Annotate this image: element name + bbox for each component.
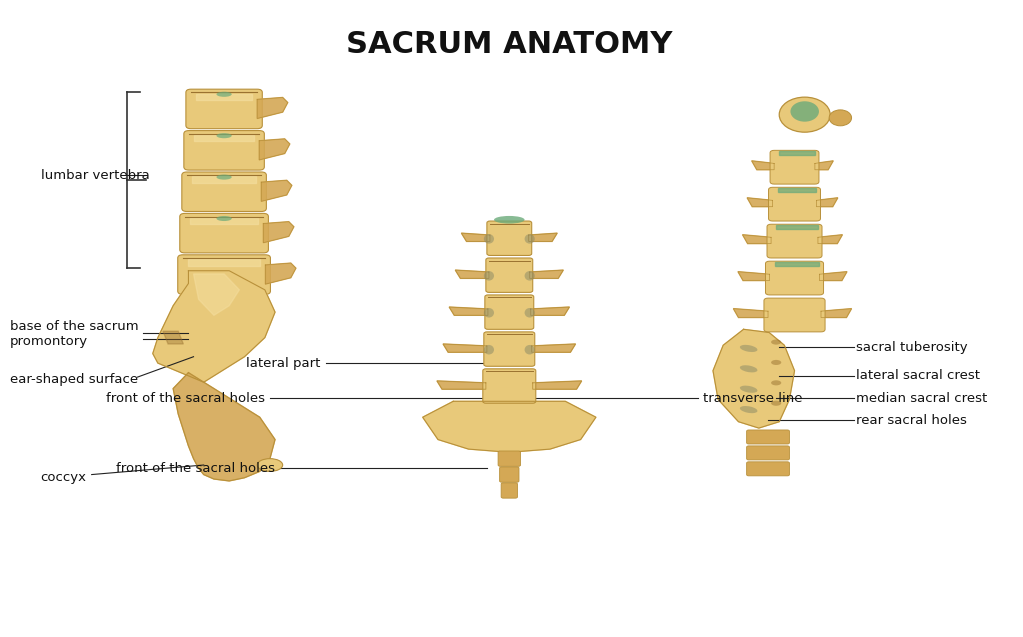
Polygon shape [821, 309, 851, 318]
Polygon shape [776, 225, 818, 229]
Ellipse shape [525, 234, 535, 244]
FancyBboxPatch shape [186, 89, 262, 129]
FancyBboxPatch shape [486, 258, 533, 292]
FancyBboxPatch shape [180, 213, 268, 253]
Ellipse shape [217, 133, 232, 138]
FancyBboxPatch shape [768, 187, 820, 221]
Ellipse shape [740, 406, 757, 413]
Polygon shape [461, 233, 490, 241]
Polygon shape [533, 381, 582, 389]
FancyBboxPatch shape [485, 295, 534, 329]
FancyBboxPatch shape [767, 224, 822, 258]
Polygon shape [532, 344, 576, 352]
FancyBboxPatch shape [178, 255, 270, 294]
Polygon shape [173, 373, 275, 481]
Text: coccyx: coccyx [41, 471, 87, 484]
Polygon shape [152, 271, 275, 382]
Ellipse shape [791, 101, 819, 122]
Ellipse shape [740, 365, 757, 373]
Polygon shape [752, 161, 774, 169]
Ellipse shape [771, 340, 782, 345]
Polygon shape [531, 307, 570, 315]
Ellipse shape [830, 110, 851, 126]
Ellipse shape [525, 345, 535, 354]
Polygon shape [733, 309, 768, 318]
Ellipse shape [484, 234, 494, 244]
FancyBboxPatch shape [483, 369, 536, 403]
Ellipse shape [217, 175, 232, 180]
Polygon shape [443, 344, 487, 352]
Ellipse shape [740, 385, 757, 393]
Polygon shape [819, 272, 847, 281]
FancyBboxPatch shape [182, 172, 266, 211]
Text: lateral part: lateral part [247, 357, 321, 369]
Polygon shape [738, 272, 769, 281]
Ellipse shape [257, 459, 282, 471]
Ellipse shape [217, 92, 232, 97]
Polygon shape [455, 270, 489, 278]
Ellipse shape [484, 308, 494, 318]
Ellipse shape [771, 401, 782, 406]
Text: lumbar vertebra: lumbar vertebra [41, 169, 149, 182]
Ellipse shape [494, 216, 525, 224]
Polygon shape [265, 263, 296, 284]
Ellipse shape [780, 97, 830, 132]
FancyBboxPatch shape [484, 332, 535, 366]
Polygon shape [780, 151, 815, 155]
Ellipse shape [217, 216, 232, 221]
Text: rear sacral holes: rear sacral holes [855, 414, 967, 427]
Polygon shape [777, 188, 816, 192]
Polygon shape [743, 235, 771, 244]
Polygon shape [818, 235, 842, 244]
Text: SACRUM ANATOMY: SACRUM ANATOMY [346, 30, 672, 59]
Polygon shape [163, 331, 183, 344]
Polygon shape [815, 161, 833, 169]
Polygon shape [422, 401, 595, 452]
Polygon shape [257, 97, 287, 118]
Polygon shape [747, 197, 772, 206]
FancyBboxPatch shape [501, 483, 518, 498]
Polygon shape [437, 381, 486, 389]
Text: front of the sacral holes: front of the sacral holes [105, 392, 265, 404]
Text: ear-shaped surface: ear-shaped surface [10, 373, 138, 385]
Text: base of the sacrum
promontory: base of the sacrum promontory [10, 320, 139, 348]
Ellipse shape [771, 360, 782, 365]
FancyBboxPatch shape [764, 298, 826, 332]
FancyBboxPatch shape [498, 451, 521, 466]
FancyBboxPatch shape [487, 221, 532, 255]
FancyBboxPatch shape [770, 150, 819, 184]
Polygon shape [816, 197, 838, 206]
Polygon shape [530, 270, 564, 278]
Ellipse shape [525, 308, 535, 318]
Text: sacral tuberosity: sacral tuberosity [855, 341, 968, 354]
Text: transverse line: transverse line [703, 392, 802, 404]
Ellipse shape [484, 271, 494, 281]
FancyBboxPatch shape [184, 131, 264, 170]
Polygon shape [713, 329, 795, 428]
Ellipse shape [771, 380, 782, 385]
Polygon shape [529, 233, 558, 241]
FancyBboxPatch shape [747, 430, 790, 444]
FancyBboxPatch shape [765, 261, 824, 295]
FancyBboxPatch shape [499, 467, 519, 482]
Polygon shape [263, 222, 294, 243]
Polygon shape [261, 180, 292, 201]
FancyBboxPatch shape [747, 446, 790, 460]
Text: lateral sacral crest: lateral sacral crest [855, 369, 980, 382]
Ellipse shape [525, 271, 535, 281]
Polygon shape [259, 139, 290, 160]
Polygon shape [774, 262, 819, 266]
FancyBboxPatch shape [747, 462, 790, 476]
Ellipse shape [484, 345, 494, 354]
Text: median sacral crest: median sacral crest [855, 392, 987, 404]
Ellipse shape [740, 345, 757, 352]
Polygon shape [449, 307, 488, 315]
Polygon shape [193, 274, 239, 315]
Text: front of the sacral holes: front of the sacral holes [116, 462, 275, 475]
